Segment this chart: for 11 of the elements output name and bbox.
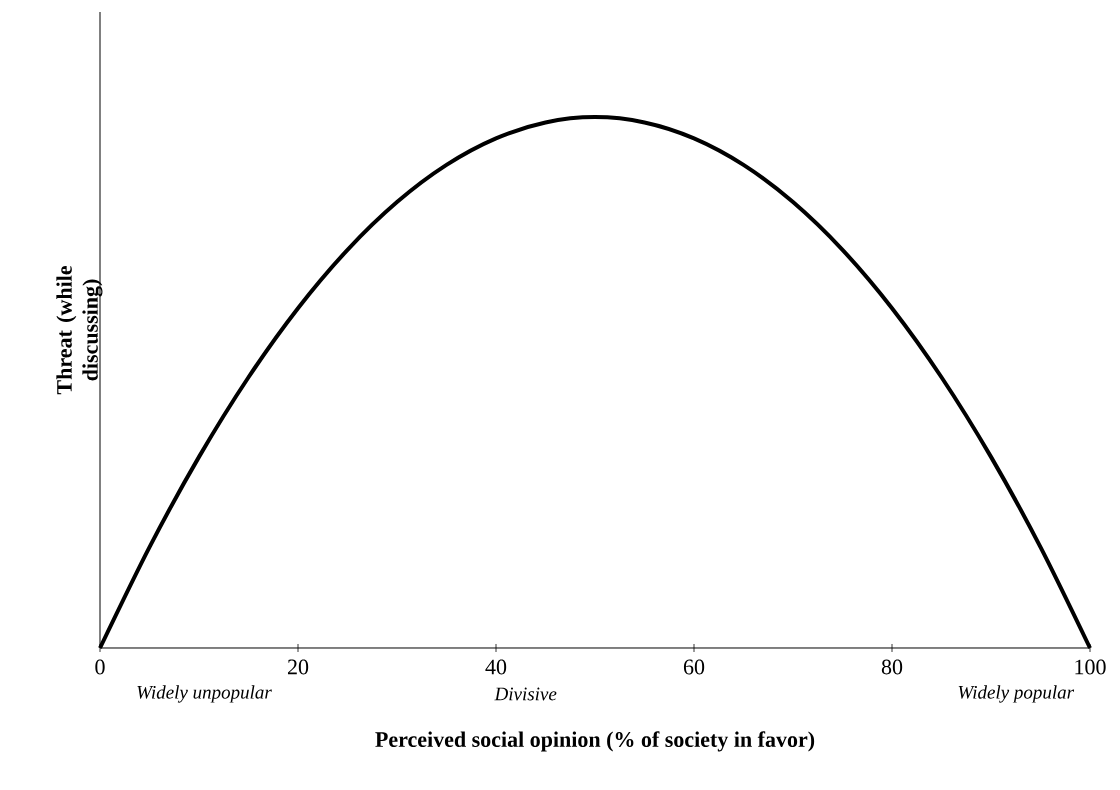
x-tick-label: 0 — [95, 659, 105, 675]
x-tick-label: 80 — [881, 659, 903, 675]
x-tick-label: 40 — [485, 659, 507, 675]
x-axis-title: Perceived social opinion (% of society in favor) — [375, 731, 815, 752]
y-axis-title: Threat (while discussing) — [56, 266, 103, 395]
text: Widely unpopular — [137, 685, 272, 703]
text: Divisive — [494, 687, 557, 701]
x-tick-label: 100 — [1075, 659, 1106, 675]
x-tick-label: 60 — [683, 659, 705, 675]
x-tick-label: 20 — [287, 659, 309, 675]
text: Widely popular — [958, 685, 1075, 703]
